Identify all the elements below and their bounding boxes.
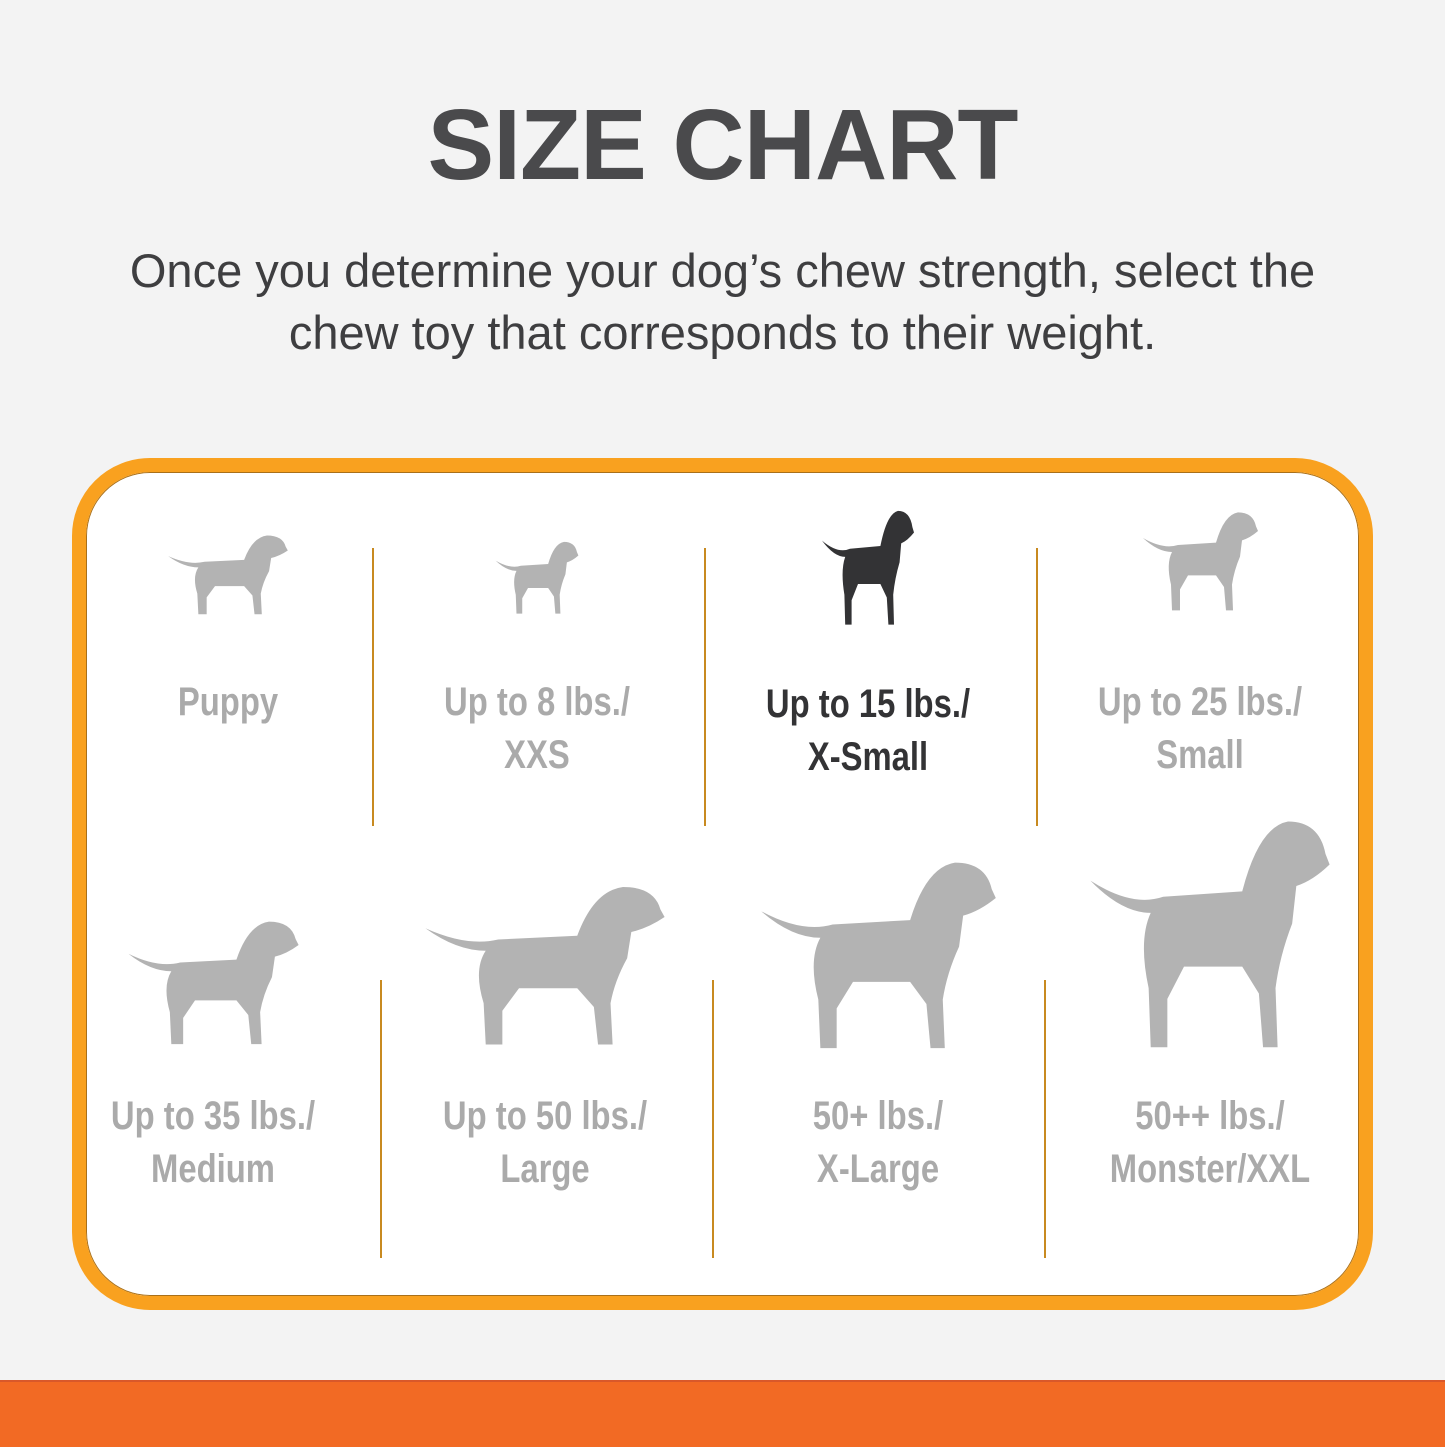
size-label-name: XXS (504, 733, 570, 777)
yorkie-icon (1142, 512, 1258, 611)
page-title: SIZE CHART (427, 89, 1019, 201)
size-option-3: Up to 25 lbs./ Small (1040, 503, 1360, 777)
divider (704, 548, 706, 826)
size-option-7: 50++ lbs./ Monster/XXL (1050, 800, 1370, 1191)
size-label: Puppy (97, 676, 359, 729)
divider (372, 548, 374, 826)
size-label-name: Large (500, 1147, 590, 1191)
size-label-weight: Up to 35 lbs./ (110, 1094, 316, 1138)
size-label: Up to 25 lbs./ Small (1069, 676, 1331, 782)
beagle-icon (127, 921, 299, 1045)
size-label: 50++ lbs./ Monster/XXL (1079, 1090, 1341, 1196)
size-option-1: Up to 8 lbs./ XXS (377, 535, 697, 777)
size-label-weight: Puppy (177, 680, 279, 724)
size-chart-frame (72, 458, 1373, 1310)
size-label-weight: Up to 25 lbs./ (1097, 680, 1303, 724)
bottom-bar (0, 1380, 1445, 1447)
divider (712, 980, 714, 1258)
size-label: Up to 50 lbs./ Large (414, 1090, 676, 1196)
subtitle-line-2: chew toy that corresponds to their weigh… (288, 306, 1157, 359)
size-label-weight: 50++ lbs./ (1135, 1094, 1285, 1138)
size-label-name: Small (1156, 733, 1244, 777)
shepherd-icon (760, 862, 996, 1049)
size-option-2: Up to 15 lbs./ X-Small (708, 500, 1028, 779)
size-label-weight: Up to 50 lbs./ (442, 1094, 648, 1138)
labrador-icon (425, 887, 665, 1045)
size-label: 50+ lbs./ X-Large (747, 1090, 1009, 1196)
great-dane-icon (1090, 821, 1330, 1048)
size-label-weight: Up to 15 lbs./ (765, 682, 971, 726)
size-label: Up to 8 lbs./ XXS (406, 676, 668, 782)
divider (1036, 548, 1038, 826)
subtitle: Once you determine your dog’s chew stren… (0, 240, 1445, 364)
divider (1044, 980, 1046, 1258)
size-label-name: X-Small (807, 735, 929, 779)
size-label-name: Medium (151, 1147, 275, 1191)
size-label-weight: 50+ lbs./ (812, 1094, 944, 1138)
puppy-icon (168, 535, 288, 615)
size-label-name: X-Large (816, 1147, 940, 1191)
subtitle-line-1: Once you determine your dog’s chew stren… (129, 244, 1316, 297)
divider (380, 980, 382, 1258)
size-label-weight: Up to 8 lbs./ (444, 680, 630, 724)
toy-terrier-icon (822, 510, 914, 625)
size-label-name: Monster/XXL (1109, 1147, 1311, 1191)
size-option-6: 50+ lbs./ X-Large (718, 845, 1038, 1191)
size-label: Up to 15 lbs./ X-Small (737, 678, 999, 784)
size-option-0: Puppy (68, 528, 388, 724)
size-label: Up to 35 lbs./ Medium (82, 1090, 344, 1196)
chihuahua-icon (495, 541, 579, 614)
size-option-5: Up to 50 lbs./ Large (385, 872, 705, 1191)
size-option-4: Up to 35 lbs./ Medium (53, 910, 373, 1191)
